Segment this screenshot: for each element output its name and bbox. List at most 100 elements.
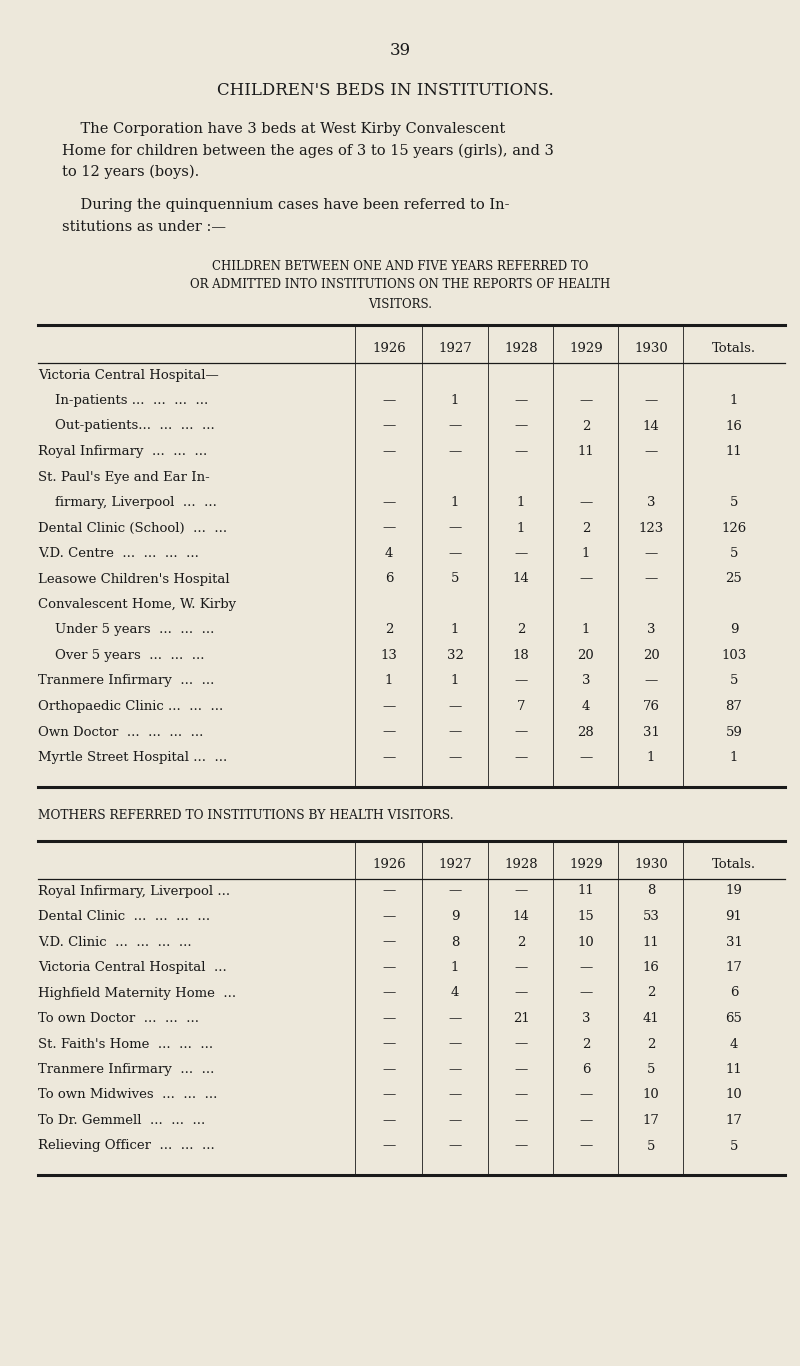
Text: 1927: 1927 [438, 342, 472, 355]
Text: Orthopaedic Clinic ...  ...  ...: Orthopaedic Clinic ... ... ... [38, 699, 223, 713]
Text: —: — [448, 751, 462, 764]
Text: 3: 3 [582, 675, 590, 687]
Text: 41: 41 [642, 1012, 659, 1024]
Text: 9: 9 [450, 910, 459, 923]
Text: —: — [382, 1012, 396, 1024]
Text: 103: 103 [722, 649, 746, 663]
Text: —: — [382, 445, 396, 458]
Text: 1: 1 [385, 675, 393, 687]
Text: —: — [579, 496, 593, 510]
Text: —: — [448, 522, 462, 534]
Text: —: — [514, 393, 528, 407]
Text: 17: 17 [726, 962, 742, 974]
Text: 8: 8 [647, 885, 655, 897]
Text: Leasowe Children's Hospital: Leasowe Children's Hospital [38, 572, 230, 586]
Text: —: — [579, 1115, 593, 1127]
Text: 20: 20 [642, 649, 659, 663]
Text: —: — [579, 962, 593, 974]
Text: 59: 59 [726, 725, 742, 739]
Text: 1: 1 [451, 623, 459, 637]
Text: 87: 87 [726, 699, 742, 713]
Text: 1: 1 [730, 393, 738, 407]
Text: 11: 11 [726, 1063, 742, 1076]
Text: —: — [382, 885, 396, 897]
Text: —: — [514, 675, 528, 687]
Text: To own Midwives  ...  ...  ...: To own Midwives ... ... ... [38, 1089, 218, 1101]
Text: —: — [382, 725, 396, 739]
Text: 11: 11 [642, 936, 659, 948]
Text: Tranmere Infirmary  ...  ...: Tranmere Infirmary ... ... [38, 675, 214, 687]
Text: Totals.: Totals. [712, 342, 756, 355]
Text: 14: 14 [513, 572, 530, 586]
Text: —: — [514, 419, 528, 433]
Text: —: — [448, 1089, 462, 1101]
Text: —: — [448, 546, 462, 560]
Text: —: — [448, 1115, 462, 1127]
Text: 11: 11 [726, 445, 742, 458]
Text: 28: 28 [578, 725, 594, 739]
Text: 5: 5 [647, 1139, 655, 1153]
Text: Relieving Officer  ...  ...  ...: Relieving Officer ... ... ... [38, 1139, 214, 1153]
Text: 17: 17 [642, 1115, 659, 1127]
Text: —: — [382, 419, 396, 433]
Text: 1: 1 [451, 962, 459, 974]
Text: —: — [448, 445, 462, 458]
Text: —: — [382, 751, 396, 764]
Text: —: — [448, 1063, 462, 1076]
Text: Dental Clinic  ...  ...  ...  ...: Dental Clinic ... ... ... ... [38, 910, 210, 923]
Text: Convalescent Home, W. Kirby: Convalescent Home, W. Kirby [38, 598, 236, 611]
Text: —: — [448, 885, 462, 897]
Text: —: — [448, 699, 462, 713]
Text: 76: 76 [642, 699, 659, 713]
Text: 53: 53 [642, 910, 659, 923]
Text: 1926: 1926 [372, 858, 406, 870]
Text: 31: 31 [726, 936, 742, 948]
Text: 11: 11 [578, 885, 594, 897]
Text: To own Doctor  ...  ...  ...: To own Doctor ... ... ... [38, 1012, 199, 1024]
Text: 2: 2 [385, 623, 393, 637]
Text: —: — [448, 1139, 462, 1153]
Text: 20: 20 [578, 649, 594, 663]
Text: —: — [514, 962, 528, 974]
Text: —: — [644, 393, 658, 407]
Text: 31: 31 [642, 725, 659, 739]
Text: To Dr. Gemmell  ...  ...  ...: To Dr. Gemmell ... ... ... [38, 1115, 206, 1127]
Text: 1: 1 [730, 751, 738, 764]
Text: V.D. Centre  ...  ...  ...  ...: V.D. Centre ... ... ... ... [38, 546, 199, 560]
Text: 4: 4 [582, 699, 590, 713]
Text: —: — [448, 1038, 462, 1050]
Text: 15: 15 [578, 910, 594, 923]
Text: 1: 1 [647, 751, 655, 764]
Text: Over 5 years  ...  ...  ...: Over 5 years ... ... ... [38, 649, 205, 663]
Text: 1: 1 [582, 623, 590, 637]
Text: VISITORS.: VISITORS. [368, 298, 432, 310]
Text: St. Faith's Home  ...  ...  ...: St. Faith's Home ... ... ... [38, 1038, 213, 1050]
Text: —: — [382, 496, 396, 510]
Text: —: — [382, 1089, 396, 1101]
Text: —: — [514, 1038, 528, 1050]
Text: 14: 14 [642, 419, 659, 433]
Text: In-patients ...  ...  ...  ...: In-patients ... ... ... ... [38, 393, 208, 407]
Text: 32: 32 [446, 649, 463, 663]
Text: 3: 3 [646, 496, 655, 510]
Text: —: — [644, 572, 658, 586]
Text: 5: 5 [730, 1139, 738, 1153]
Text: The Corporation have 3 beds at West Kirby Convalescent: The Corporation have 3 beds at West Kirb… [62, 122, 506, 137]
Text: During the quinquennium cases have been referred to In-: During the quinquennium cases have been … [62, 198, 510, 213]
Text: 2: 2 [517, 936, 525, 948]
Text: 1929: 1929 [569, 858, 603, 870]
Text: Tranmere Infirmary  ...  ...: Tranmere Infirmary ... ... [38, 1063, 214, 1076]
Text: 3: 3 [646, 623, 655, 637]
Text: —: — [644, 546, 658, 560]
Text: Under 5 years  ...  ...  ...: Under 5 years ... ... ... [38, 623, 214, 637]
Text: 25: 25 [726, 572, 742, 586]
Text: 5: 5 [451, 572, 459, 586]
Text: 123: 123 [638, 522, 664, 534]
Text: 17: 17 [726, 1115, 742, 1127]
Text: —: — [382, 962, 396, 974]
Text: CHILDREN'S BEDS IN INSTITUTIONS.: CHILDREN'S BEDS IN INSTITUTIONS. [217, 82, 554, 98]
Text: 5: 5 [730, 496, 738, 510]
Text: 13: 13 [381, 649, 398, 663]
Text: 2: 2 [647, 986, 655, 1000]
Text: Myrtle Street Hospital ...  ...: Myrtle Street Hospital ... ... [38, 751, 227, 764]
